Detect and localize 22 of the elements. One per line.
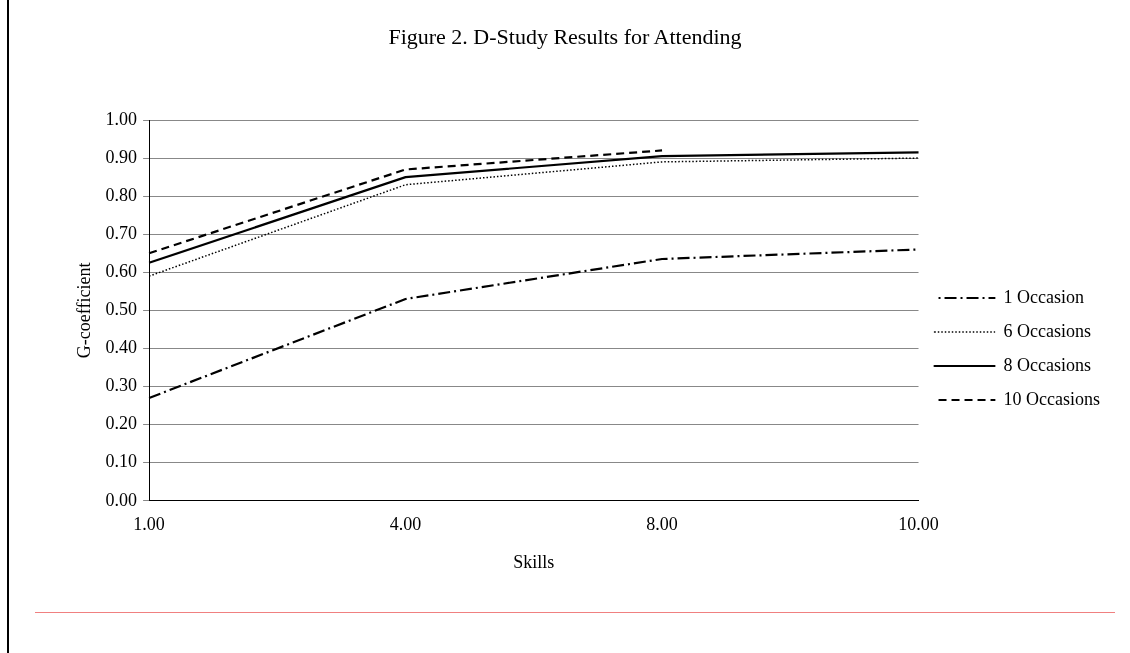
legend-label: 8 Occasions: [1003, 354, 1092, 375]
x-tick-label: 10.00: [898, 514, 939, 535]
y-tick-label: 0.30: [105, 375, 138, 396]
x-axis-title: Skills: [513, 551, 555, 572]
y-tick-label: 0.60: [105, 261, 138, 282]
y-tick-label: 0.90: [105, 146, 138, 167]
chart-title: Figure 2. D-Study Results for Attending: [387, 24, 743, 50]
x-tick-label: 4.00: [389, 514, 422, 535]
y-tick-label: 0.40: [105, 337, 138, 358]
y-axis-title: G-coefficient: [73, 262, 94, 359]
x-tick-label: 1.00: [133, 514, 165, 535]
y-tick-label: 0.50: [105, 299, 138, 320]
y-tick-label: 0.00: [105, 489, 138, 510]
legend-label: 6 Occasions: [1003, 320, 1092, 341]
y-tick-label: 0.80: [105, 184, 138, 205]
y-tick-label: 0.20: [105, 413, 138, 434]
y-tick-label: 0.70: [105, 222, 138, 243]
y-tick-label: 1.00: [105, 108, 138, 129]
x-tick-label: 8.00: [646, 514, 678, 535]
legend-label: 1 Occasion: [1003, 286, 1085, 307]
y-tick-label: 0.10: [105, 451, 138, 472]
legend-label: 10 Occasions: [1003, 388, 1101, 409]
